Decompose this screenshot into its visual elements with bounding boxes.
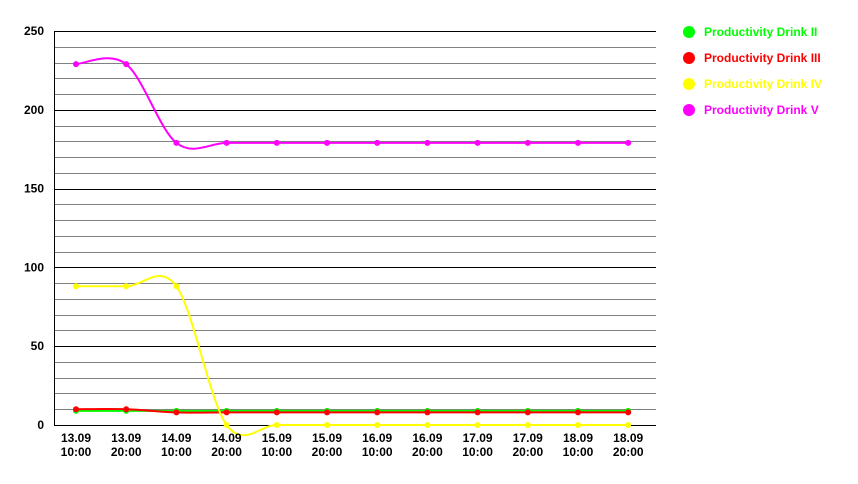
- x-tick-label: 13.09 10:00: [61, 431, 92, 459]
- data-point: [223, 409, 230, 416]
- data-point: [524, 139, 531, 146]
- series-2: [73, 406, 632, 416]
- data-point: [324, 422, 330, 428]
- data-point: [173, 409, 180, 416]
- data-point: [73, 406, 79, 413]
- legend-marker: [683, 52, 695, 64]
- data-point: [474, 409, 481, 416]
- x-axis-tick-labels: 13.09 10:00 13.09 20:00 14.09 10:00 14.09 20:00…: [61, 431, 644, 459]
- chart-series: [73, 57, 632, 437]
- legend-item: Productivity Drink IV: [683, 77, 822, 91]
- data-point: [575, 409, 581, 416]
- y-tick-label: 100: [24, 260, 44, 274]
- data-point: [374, 139, 381, 146]
- legend-item: Productivity Drink V: [683, 103, 819, 117]
- data-point: [324, 409, 330, 416]
- data-point: [474, 139, 481, 146]
- data-point: [123, 61, 130, 68]
- y-tick-label: 50: [31, 339, 45, 353]
- data-point: [374, 422, 381, 428]
- data-point: [625, 139, 632, 146]
- data-point: [374, 409, 381, 416]
- legend-label: Productivity Drink III: [704, 51, 821, 65]
- x-tick-label: 18.09 10:00: [563, 431, 594, 459]
- x-tick-label: 15.09 10:00: [261, 431, 292, 459]
- legend-item: Productivity Drink II: [683, 25, 817, 39]
- legend-marker: [683, 26, 695, 38]
- y-tick-label: 150: [24, 182, 44, 196]
- data-point: [173, 283, 180, 290]
- series-3: [73, 275, 632, 437]
- data-point: [625, 409, 632, 416]
- x-tick-label: 14.09 20:00: [211, 431, 242, 459]
- x-tick-label: 17.09 10:00: [462, 431, 493, 459]
- data-point: [223, 139, 230, 146]
- data-point: [123, 406, 130, 413]
- data-point: [273, 422, 280, 428]
- data-point: [424, 139, 431, 146]
- data-point: [324, 139, 330, 146]
- data-point: [524, 409, 531, 416]
- legend-item: Productivity Drink III: [683, 51, 821, 65]
- x-tick-label: 18.09 20:00: [613, 431, 644, 459]
- series-4: [73, 57, 632, 150]
- legend-marker: [683, 104, 695, 116]
- data-point: [123, 283, 130, 290]
- data-point: [575, 422, 581, 428]
- data-point: [424, 409, 431, 416]
- data-point: [73, 283, 79, 290]
- data-point: [424, 422, 431, 428]
- x-tick-label: 14.09 10:00: [161, 431, 192, 459]
- legend-label: Productivity Drink V: [704, 103, 819, 117]
- y-tick-label: 250: [24, 24, 44, 38]
- x-tick-label: 17.09 20:00: [512, 431, 543, 459]
- data-point: [273, 409, 280, 416]
- x-tick-label: 16.09 20:00: [412, 431, 443, 459]
- data-point: [575, 139, 581, 146]
- x-tick-label: 15.09 20:00: [312, 431, 343, 459]
- data-point: [625, 422, 632, 428]
- legend-marker: [683, 78, 695, 90]
- legend-label: Productivity Drink II: [704, 25, 817, 39]
- x-tick-label: 16.09 10:00: [362, 431, 393, 459]
- legend-label: Productivity Drink IV: [704, 77, 822, 91]
- series-line: [75, 57, 629, 150]
- y-tick-label: 200: [24, 103, 44, 117]
- x-tick-label: 13.09 20:00: [111, 431, 142, 459]
- data-point: [73, 61, 79, 68]
- series-line: [75, 408, 629, 414]
- chart-legend: Productivity Drink II Productivity Drink …: [683, 25, 822, 117]
- y-axis-tick-labels: 0 50 100 150 200 250: [24, 24, 44, 432]
- data-point: [223, 422, 230, 428]
- data-point: [173, 139, 180, 146]
- data-point: [273, 139, 280, 146]
- data-point: [524, 422, 531, 428]
- data-point: [474, 422, 481, 428]
- chart-grid: [54, 31, 656, 426]
- y-tick-label: 0: [37, 418, 44, 432]
